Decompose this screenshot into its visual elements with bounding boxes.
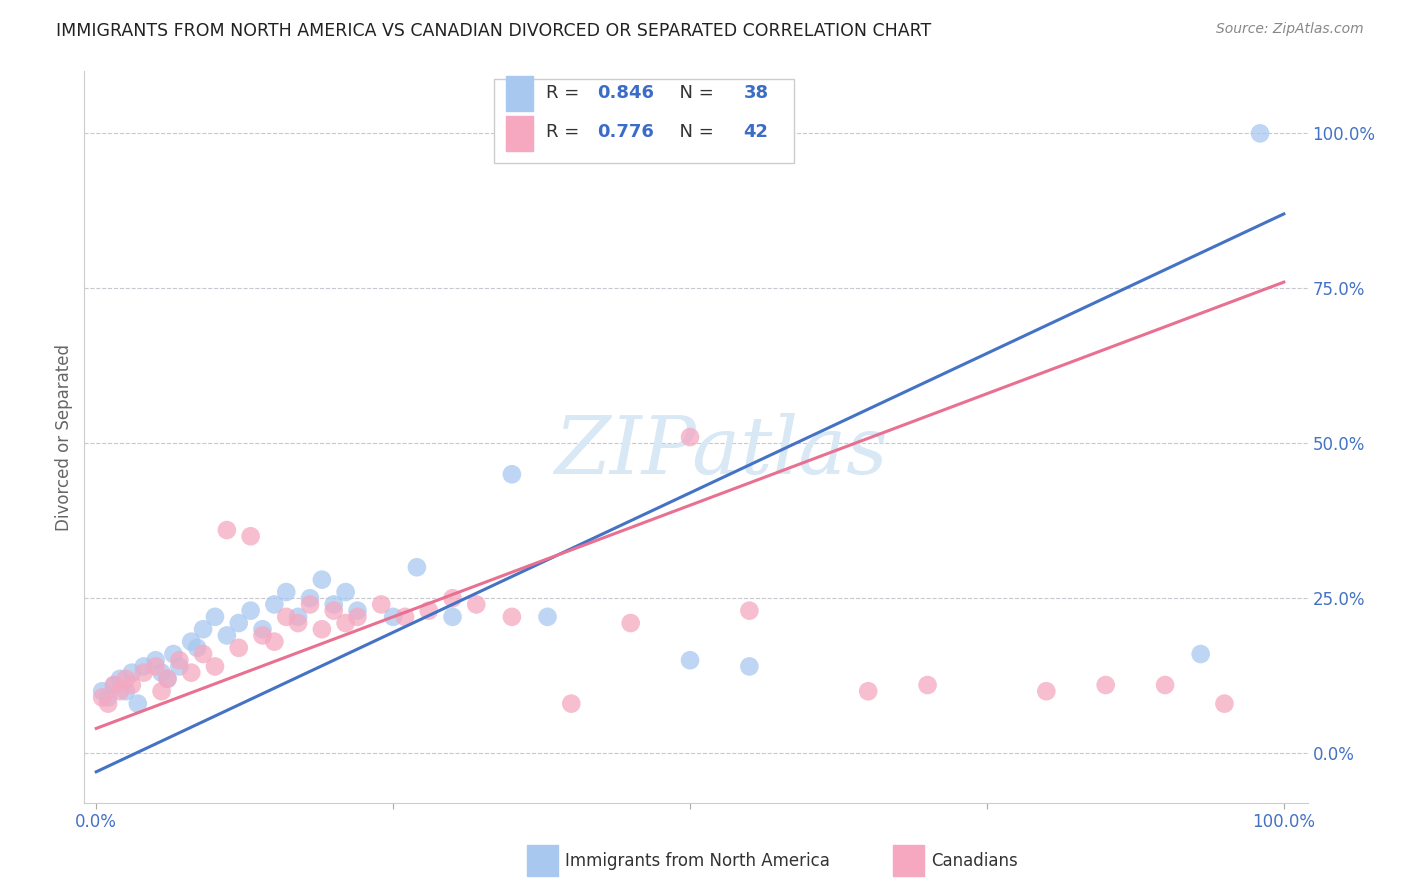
Point [150, 665, 173, 680]
Point [1189, 647, 1212, 661]
Point [215, 628, 238, 642]
FancyBboxPatch shape [494, 78, 794, 163]
Point [418, 604, 440, 618]
Point [620, 615, 643, 630]
Point [91, 684, 114, 698]
Point [738, 604, 761, 618]
Point [191, 647, 214, 661]
Text: N =: N = [668, 123, 720, 142]
FancyBboxPatch shape [506, 76, 533, 112]
Point [370, 598, 392, 612]
Point [252, 622, 274, 636]
Point [204, 659, 226, 673]
Point [1249, 126, 1271, 140]
Text: 0.846: 0.846 [598, 84, 654, 102]
Point [465, 598, 488, 612]
Point [335, 585, 357, 599]
Point [156, 672, 179, 686]
Text: N =: N = [668, 84, 720, 102]
Point [204, 610, 226, 624]
Text: 42: 42 [744, 123, 769, 142]
Point [679, 653, 702, 667]
Point [287, 610, 309, 624]
Point [162, 647, 184, 661]
Point [406, 560, 429, 574]
Text: IMMIGRANTS FROM NORTH AMERICA VS CANADIAN DIVORCED OR SEPARATED CORRELATION CHAR: IMMIGRANTS FROM NORTH AMERICA VS CANADIA… [56, 22, 932, 40]
Point [298, 591, 321, 606]
Point [856, 684, 879, 698]
Point [276, 610, 298, 624]
Point [97, 690, 120, 705]
Point [115, 672, 138, 686]
Point [180, 665, 202, 680]
Point [228, 640, 250, 655]
Point [1094, 678, 1116, 692]
Point [115, 684, 138, 698]
Point [228, 615, 250, 630]
Point [1035, 684, 1057, 698]
Point [1213, 697, 1236, 711]
Y-axis label: Divorced or Separated: Divorced or Separated [55, 343, 73, 531]
Text: 0.776: 0.776 [598, 123, 654, 142]
Point [679, 430, 702, 444]
Point [127, 697, 149, 711]
Point [1154, 678, 1177, 692]
Point [91, 690, 114, 705]
Text: R =: R = [546, 84, 585, 102]
Text: Canadians: Canadians [931, 852, 1018, 870]
Point [536, 610, 558, 624]
Point [501, 610, 523, 624]
Point [150, 684, 173, 698]
Point [103, 678, 125, 692]
Point [441, 610, 464, 624]
Point [311, 573, 333, 587]
Point [738, 659, 761, 673]
Point [322, 604, 344, 618]
Point [311, 622, 333, 636]
Point [335, 615, 357, 630]
FancyBboxPatch shape [506, 116, 533, 151]
Point [263, 598, 285, 612]
Text: Immigrants from North America: Immigrants from North America [565, 852, 830, 870]
Point [382, 610, 405, 624]
Point [441, 591, 464, 606]
Text: 38: 38 [744, 84, 769, 102]
Point [322, 598, 344, 612]
Text: R =: R = [546, 123, 585, 142]
Point [252, 628, 274, 642]
Point [169, 653, 191, 667]
Point [132, 665, 155, 680]
Point [121, 665, 143, 680]
Point [97, 697, 120, 711]
Point [287, 615, 309, 630]
Point [145, 659, 167, 673]
Point [346, 610, 368, 624]
Point [917, 678, 939, 692]
Point [191, 622, 214, 636]
Point [169, 659, 191, 673]
Text: Source: ZipAtlas.com: Source: ZipAtlas.com [1216, 22, 1364, 37]
Point [239, 604, 262, 618]
Point [276, 585, 298, 599]
Point [501, 467, 523, 482]
Point [180, 634, 202, 648]
Point [215, 523, 238, 537]
Point [346, 604, 368, 618]
Point [121, 678, 143, 692]
Point [108, 672, 131, 686]
Point [103, 678, 125, 692]
Point [186, 640, 208, 655]
Text: ZIPatlas: ZIPatlas [554, 413, 887, 491]
Point [560, 697, 582, 711]
Point [263, 634, 285, 648]
Point [132, 659, 155, 673]
Point [394, 610, 416, 624]
Point [108, 684, 131, 698]
Point [145, 653, 167, 667]
Point [239, 529, 262, 543]
Point [156, 672, 179, 686]
Point [298, 598, 321, 612]
